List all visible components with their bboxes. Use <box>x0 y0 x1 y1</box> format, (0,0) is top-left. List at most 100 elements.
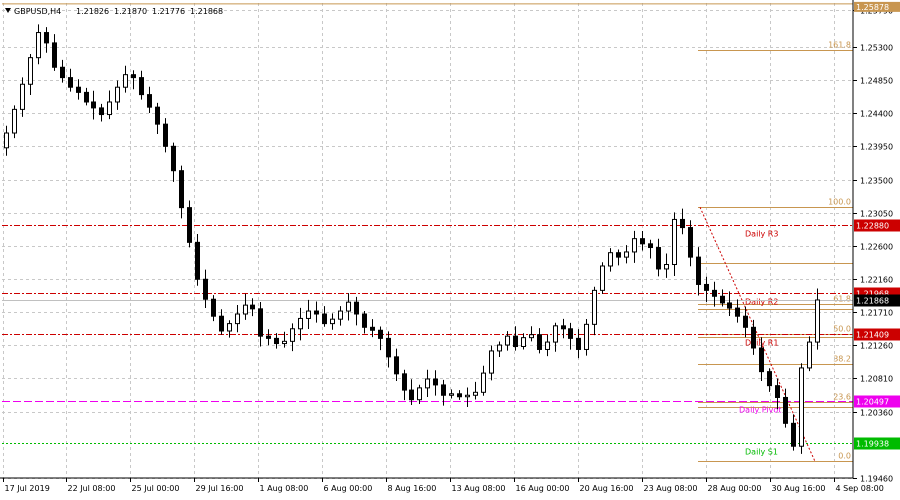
candle-body <box>592 289 597 325</box>
price-label-text: 1.21409 <box>856 331 889 340</box>
time-tick-label: 23 Aug 08:00 <box>644 484 698 493</box>
low-value: 1.21776 <box>152 7 185 16</box>
price-label-text: 1.21968 <box>856 290 889 299</box>
candle-body <box>783 396 788 424</box>
candle-body <box>282 340 287 345</box>
price-label-box <box>854 395 900 408</box>
candle-body <box>28 57 33 85</box>
candle-body <box>20 83 25 110</box>
candle-body <box>68 77 73 88</box>
time-tick-label: 1 Aug 08:00 <box>260 484 309 493</box>
candle-body <box>306 310 311 319</box>
candle-body <box>298 317 303 330</box>
open-value: 1.21826 <box>76 7 109 16</box>
candle-body <box>330 318 335 325</box>
price-label-text: 1.22880 <box>856 222 889 231</box>
top-level-text: 1.25878 <box>856 3 889 12</box>
candle-body <box>370 326 375 331</box>
candle-body <box>561 325 566 330</box>
price-tick-label: 1.21710 <box>860 309 893 318</box>
candle-body <box>553 325 558 343</box>
candle-body <box>696 256 701 285</box>
candle-body <box>537 334 542 350</box>
time-tick-label: 25 Jul 00:00 <box>132 484 180 493</box>
candle-body <box>505 335 510 346</box>
price-tick-label: 1.20810 <box>860 375 893 384</box>
time-tick-label: 8 Aug 16:00 <box>388 484 437 493</box>
current-price-text: 1.21868 <box>856 297 889 306</box>
candle-body <box>775 385 780 398</box>
price-tick-label: 1.24850 <box>860 77 893 86</box>
candle-body <box>751 326 756 349</box>
pivot-line-name: Daily R2 <box>745 298 778 307</box>
candle-body <box>12 108 17 134</box>
candle-body <box>441 384 446 396</box>
candle-body <box>815 299 820 343</box>
fib-level-label: 100.0 <box>828 198 851 207</box>
candle-body <box>394 356 399 375</box>
fib-level-label: 38.2 <box>833 355 851 364</box>
candle-body <box>624 251 629 258</box>
candle-body <box>179 170 184 209</box>
time-tick-label: 28 Aug 00:00 <box>708 484 762 493</box>
price-label-box <box>854 219 900 232</box>
fib-trendline <box>699 207 816 462</box>
candle-body <box>608 252 613 267</box>
price-tick-label: 1.22600 <box>860 243 893 252</box>
time-tick-label: 17 Jul 2019 <box>5 484 50 493</box>
fib-level-label: 61.8 <box>833 295 851 304</box>
candle-body <box>425 378 430 389</box>
price-tick-label: 1.24400 <box>860 110 893 119</box>
candle-body <box>258 308 263 337</box>
candle-body <box>465 394 470 398</box>
candle-body <box>449 393 454 396</box>
time-tick-label: 16 Aug 00:00 <box>516 484 570 493</box>
candle-body <box>584 323 589 350</box>
candle-body <box>36 32 41 59</box>
candle-body <box>648 243 653 249</box>
candle-body <box>346 301 351 312</box>
candle-body <box>616 252 621 258</box>
candle-body <box>163 123 168 147</box>
high-value: 1.21870 <box>114 7 147 16</box>
candle-body <box>759 347 764 373</box>
grid <box>2 3 853 479</box>
candle-body <box>274 337 279 345</box>
time-tick-label: 4 Sep 08:00 <box>836 484 884 493</box>
collapse-triangle-icon[interactable] <box>5 8 11 13</box>
candle-body <box>243 304 248 315</box>
candle-body <box>378 329 383 339</box>
candle-body <box>362 313 367 328</box>
fib-level-label: 50.0 <box>833 325 851 334</box>
candle-body <box>4 132 9 149</box>
candle-body <box>147 94 152 108</box>
candle-body <box>250 304 255 310</box>
candle-body <box>791 422 796 447</box>
candle-body <box>497 344 502 352</box>
price-label-text: 1.20497 <box>856 398 889 407</box>
candle-body <box>767 371 772 387</box>
candle-body <box>219 315 224 332</box>
candle-body <box>640 238 645 245</box>
time-tick-label: 22 Jul 08:00 <box>68 484 116 493</box>
candle-body <box>107 101 112 116</box>
price-tick-label: 1.22160 <box>860 276 893 285</box>
price-tick-label: 1.25300 <box>860 44 893 53</box>
candle-body <box>600 265 605 291</box>
fib-level-label: 161.8 <box>828 41 851 50</box>
candle-body <box>727 302 732 309</box>
candle-body <box>513 335 518 348</box>
candle-body <box>529 334 534 339</box>
time-tick-label: 30 Aug 16:00 <box>772 484 826 493</box>
candle-body <box>203 278 208 300</box>
fib-level-label: 23.6 <box>833 393 851 402</box>
candle-body <box>457 393 462 398</box>
candle-body <box>489 350 494 374</box>
candle-body <box>44 32 49 44</box>
candle-body <box>799 367 804 447</box>
symbol-name: GBPUSD,H4 <box>14 7 61 16</box>
candle-body <box>720 295 725 304</box>
